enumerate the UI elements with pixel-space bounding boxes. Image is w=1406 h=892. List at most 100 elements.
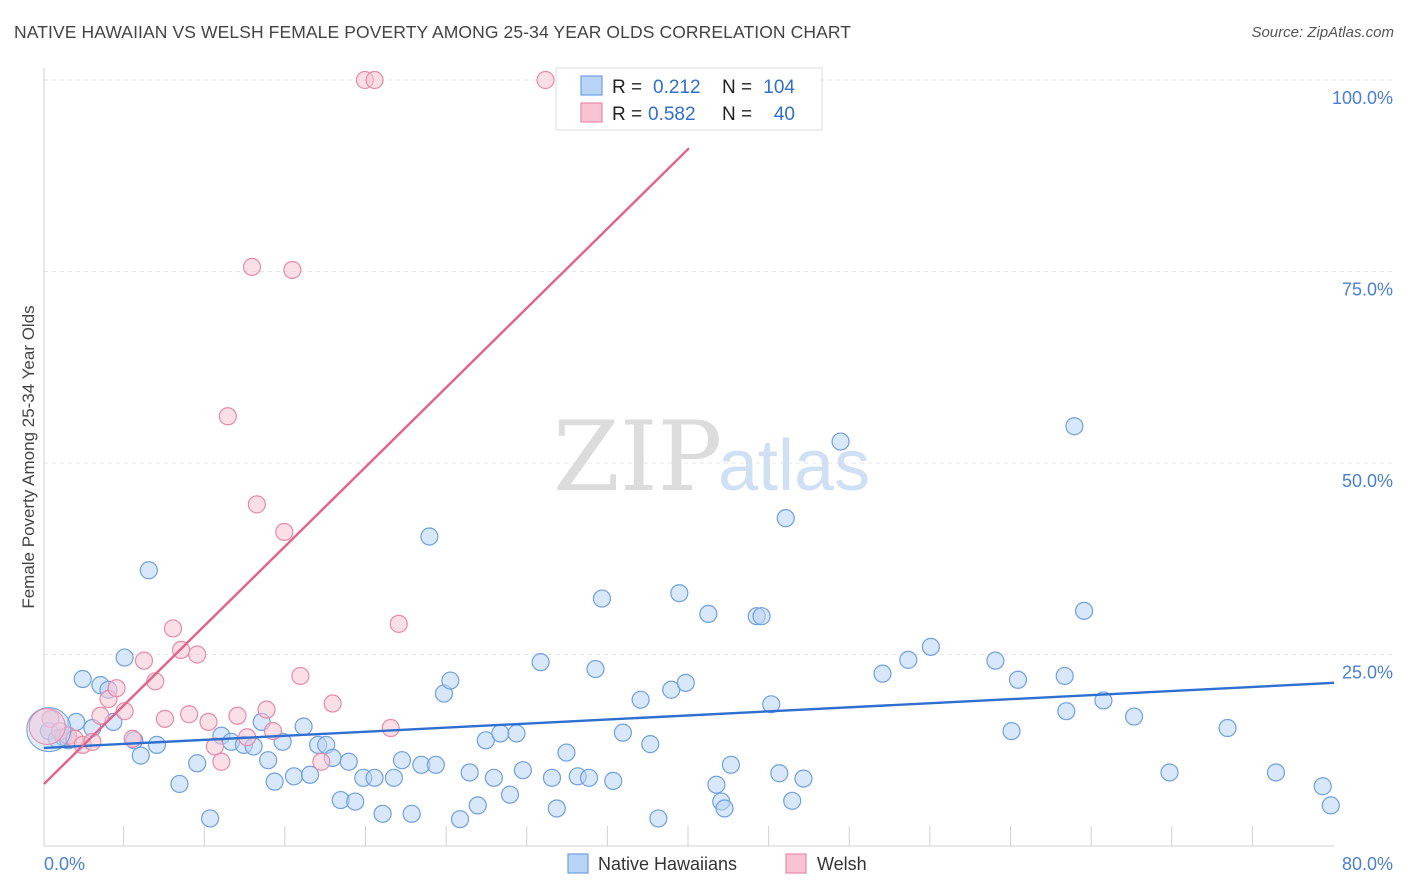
- data-point-native-hawaiians: [670, 584, 689, 603]
- data-point-welsh: [28, 708, 66, 746]
- legend-r-value-native-hawaiians: 0.212: [653, 77, 701, 98]
- data-point-native-hawaiians: [402, 804, 421, 823]
- data-point-native-hawaiians: [1313, 777, 1332, 796]
- data-point-native-hawaiians: [986, 651, 1005, 670]
- data-point-welsh: [91, 706, 110, 725]
- data-point-native-hawaiians: [441, 671, 460, 690]
- data-point-welsh: [247, 495, 266, 514]
- legend-n-value-welsh: 40: [774, 104, 795, 125]
- data-point-native-hawaiians: [365, 768, 384, 787]
- x-tick-label-min: 0.0%: [44, 854, 85, 874]
- data-point-native-hawaiians: [707, 775, 726, 794]
- data-point-native-hawaiians: [531, 653, 550, 672]
- data-point-welsh: [155, 709, 175, 728]
- data-point-native-hawaiians: [1321, 796, 1340, 815]
- y-tick-label: 100.0%: [1332, 88, 1393, 108]
- data-point-native-hawaiians: [300, 765, 320, 784]
- legend-swatch-welsh: [580, 102, 603, 123]
- data-point-native-hawaiians: [491, 724, 510, 743]
- data-point-welsh: [257, 700, 276, 719]
- data-point-native-hawaiians: [420, 527, 439, 546]
- data-point-native-hawaiians: [721, 755, 741, 774]
- series-legend-swatch-welsh: [785, 853, 807, 874]
- legend-r-label: R =: [612, 104, 642, 125]
- chart-title: NATIVE HAWAIIAN VS WELSH FEMALE POVERTY …: [14, 22, 852, 42]
- data-point-native-hawaiians: [476, 731, 495, 750]
- data-point-welsh: [365, 70, 384, 90]
- data-point-welsh: [188, 645, 207, 664]
- data-point-native-hawaiians: [604, 771, 623, 790]
- y-tick-label: 25.0%: [1342, 663, 1393, 683]
- data-point-native-hawaiians: [699, 604, 718, 624]
- y-tick-labels: 25.0% 50.0% 75.0% 100.0%: [1332, 88, 1393, 683]
- data-point-native-hawaiians: [1160, 763, 1179, 782]
- data-point-welsh: [228, 706, 247, 725]
- x-tick-label-max: 80.0%: [1342, 854, 1393, 874]
- data-point-welsh: [312, 752, 331, 771]
- trend-line-welsh: [43, 147, 690, 785]
- data-point-native-hawaiians: [73, 669, 92, 689]
- data-point-native-hawaiians: [468, 796, 487, 815]
- data-point-native-hawaiians: [592, 589, 612, 608]
- data-point-native-hawaiians: [1065, 417, 1084, 436]
- series-legend: Native Hawaiians Welsh: [567, 853, 867, 874]
- legend-r-value-welsh: 0.582: [648, 104, 696, 125]
- data-point-welsh: [163, 619, 183, 638]
- data-point-native-hawaiians: [484, 768, 503, 787]
- series-legend-label-welsh: Welsh: [817, 854, 867, 874]
- data-point-native-hawaiians: [1124, 707, 1144, 726]
- data-points: [26, 70, 1340, 829]
- legend-n-label: N =: [722, 77, 752, 98]
- data-point-native-hawaiians: [921, 637, 940, 656]
- data-point-native-hawaiians: [373, 804, 392, 823]
- data-point-native-hawaiians: [631, 690, 650, 709]
- data-point-welsh: [381, 718, 400, 738]
- data-point-native-hawaiians: [188, 754, 207, 773]
- data-point-native-hawaiians: [507, 724, 526, 743]
- data-point-welsh: [283, 260, 302, 280]
- data-point-welsh: [218, 407, 237, 426]
- trend-line-native-hawaiians: [43, 681, 1335, 750]
- data-point-native-hawaiians: [200, 809, 220, 828]
- data-point-native-hawaiians: [542, 768, 562, 787]
- data-point-native-hawaiians: [384, 768, 404, 787]
- data-point-native-hawaiians: [115, 648, 134, 667]
- correlation-legend: R = 0.212 N = 104 R = 0.582 N = 40: [555, 67, 823, 131]
- data-point-native-hawaiians: [346, 792, 365, 811]
- legend-n-label: N =: [722, 104, 752, 125]
- data-point-native-hawaiians: [649, 809, 668, 828]
- data-point-native-hawaiians: [460, 763, 479, 782]
- legend-n-value-native-hawaiians: 104: [763, 77, 795, 98]
- y-axis-label: Female Poverty Among 25-34 Year Olds: [19, 305, 38, 608]
- data-point-native-hawaiians: [1002, 721, 1021, 741]
- data-point-native-hawaiians: [899, 650, 918, 669]
- data-point-native-hawaiians: [147, 735, 166, 754]
- data-point-native-hawaiians: [294, 717, 313, 736]
- data-point-native-hawaiians: [547, 799, 566, 818]
- y-tick-label: 75.0%: [1342, 280, 1393, 300]
- data-point-welsh: [242, 257, 262, 277]
- data-point-native-hawaiians: [873, 664, 892, 683]
- data-point-native-hawaiians: [1094, 691, 1113, 710]
- data-point-native-hawaiians: [265, 772, 284, 791]
- data-point-native-hawaiians: [794, 769, 813, 788]
- data-point-native-hawaiians: [1218, 718, 1237, 738]
- data-point-welsh: [41, 709, 60, 728]
- watermark: ZIP atlas: [553, 401, 870, 513]
- data-point-native-hawaiians: [131, 746, 150, 765]
- chart-source: Source: ZipAtlas.com: [1251, 24, 1394, 41]
- data-point-native-hawaiians: [259, 751, 278, 770]
- data-point-welsh: [536, 70, 555, 90]
- data-point-native-hawaiians: [26, 707, 72, 753]
- data-point-native-hawaiians: [139, 561, 158, 580]
- data-point-welsh: [199, 712, 218, 732]
- data-point-native-hawaiians: [1074, 601, 1094, 620]
- data-point-native-hawaiians: [586, 659, 605, 679]
- data-point-native-hawaiians: [762, 695, 781, 714]
- data-point-native-hawaiians: [783, 791, 802, 810]
- data-point-native-hawaiians: [752, 607, 771, 626]
- data-point-native-hawaiians: [662, 680, 681, 699]
- data-point-welsh: [291, 666, 310, 686]
- data-point-native-hawaiians: [831, 432, 850, 451]
